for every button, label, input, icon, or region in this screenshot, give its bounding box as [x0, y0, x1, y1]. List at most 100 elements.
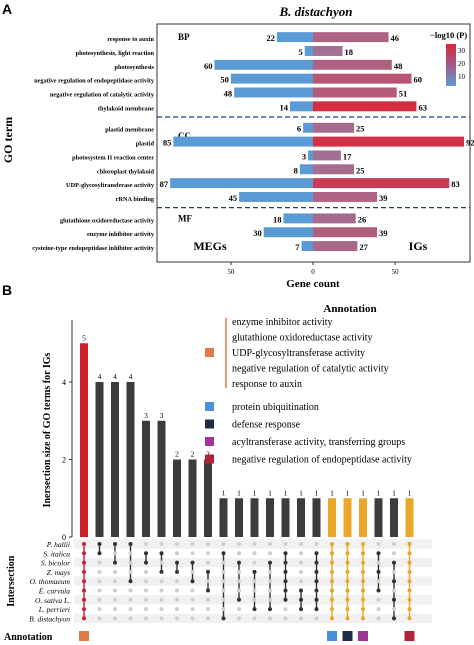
legend-title: Annotation — [323, 303, 376, 315]
data-label-igs: 17 — [343, 151, 352, 161]
group-label-megs: MEGs — [193, 239, 227, 253]
matrix-dot-inactive — [190, 588, 195, 593]
bar-value-label: 1 — [253, 488, 257, 497]
matrix-dot-inactive — [128, 588, 133, 593]
matrix-dot-active — [190, 560, 195, 565]
matrix-dot-inactive — [268, 542, 272, 546]
matrix-dot-inactive — [376, 607, 381, 612]
data-label-megs: 5 — [299, 47, 303, 57]
chart-a-legend: −log10 (P) 30 20 10 — [430, 30, 467, 86]
matrix-dot-inactive — [159, 579, 164, 584]
bar-igs — [313, 213, 356, 224]
data-label-megs: 30 — [253, 228, 262, 238]
matrix-dot-inactive — [237, 569, 241, 574]
matrix-dot-inactive — [221, 542, 226, 546]
intersection-bar — [235, 498, 243, 537]
matrix-dot-inactive — [252, 560, 257, 565]
matrix-dot-active — [283, 551, 288, 556]
matrix-dot-inactive — [268, 597, 272, 602]
matrix-dot-inactive — [128, 551, 133, 556]
matrix-dot-inactive — [221, 607, 226, 612]
matrix-dot-inactive — [268, 588, 272, 593]
data-label-igs: 39 — [379, 193, 388, 203]
matrix-dot-active — [237, 597, 241, 602]
matrix-dot-inactive — [392, 607, 396, 612]
x-tick-label: 50 — [227, 268, 235, 276]
bar-value-label: 1 — [330, 488, 334, 497]
matrix-dot-inactive — [299, 560, 303, 565]
data-label-igs: 48 — [394, 61, 403, 71]
matrix-dot-active — [252, 569, 257, 574]
matrix-dot-inactive — [268, 616, 272, 621]
category-label: enzyme inhibitor activity — [87, 231, 155, 238]
matrix-dot-inactive — [299, 542, 303, 546]
bar-megs — [304, 45, 313, 56]
matrix-dot-inactive — [97, 579, 102, 584]
bar-value-label: 4 — [98, 372, 102, 381]
matrix-dot-active — [206, 588, 210, 593]
matrix-dot-inactive — [206, 542, 210, 546]
bar-value-label: 2 — [206, 450, 210, 459]
matrix-dot-inactive — [237, 616, 241, 621]
matrix-dot-inactive — [175, 579, 179, 584]
data-label-megs: 60 — [204, 61, 213, 71]
bar-megs — [239, 191, 313, 202]
matrix-dot-inactive — [392, 569, 396, 574]
matrix-dot-inactive — [144, 616, 148, 621]
matrix-dot-inactive — [175, 542, 179, 546]
matrix-dot-active — [299, 597, 303, 602]
bar-igs — [313, 136, 465, 147]
matrix-dot-inactive — [299, 579, 303, 584]
data-label-megs: 85 — [163, 138, 172, 148]
matrix-dot-inactive — [252, 579, 257, 584]
matrix-dot-active — [361, 560, 365, 565]
matrix-dot-inactive — [190, 551, 195, 556]
bar-megs — [263, 227, 313, 238]
chart-b-legend: Annotation enzyme inhibitor activity gluta… — [205, 303, 412, 466]
matrix-dot-active — [221, 551, 226, 556]
data-label-igs: 27 — [359, 242, 368, 252]
matrix-dot-active — [330, 569, 334, 574]
category-label: thylakoid membrane — [98, 105, 154, 112]
matrix-dot-active — [159, 569, 164, 574]
legend-swatch — [205, 402, 214, 411]
bar-megs — [173, 136, 313, 147]
matrix-dot-inactive — [159, 607, 164, 612]
y-tick-label: 0 — [62, 533, 66, 542]
y-tick-label: 2 — [62, 456, 66, 465]
bar-value-label: 1 — [315, 488, 319, 497]
chart-a-axes: BP CC MF 50 0 50 Gene count MEGs IGs — [156, 23, 471, 290]
matrix-dot-inactive — [113, 551, 117, 556]
matrix-dot-active — [299, 607, 303, 612]
intersection-bar — [126, 382, 135, 537]
matrix-dot-active — [330, 616, 334, 621]
matrix-dot-active — [376, 569, 381, 574]
intersection-bar — [281, 498, 290, 537]
legend-label: glutathione oxidoreductase activity — [232, 333, 373, 344]
data-label-megs: 3 — [302, 151, 306, 161]
bar-value-label: 5 — [82, 333, 86, 342]
panel-b: B 0 2 4 Inersection size of GO terms for IG… — [2, 282, 432, 643]
bar-value-label: 1 — [392, 488, 396, 497]
legend-swatch — [205, 348, 214, 357]
matrix-dot-active — [314, 560, 319, 565]
panel-b-label: B — [2, 282, 12, 298]
matrix-dot-inactive — [392, 588, 396, 593]
bar-value-label: 1 — [377, 488, 381, 497]
data-label-igs: 26 — [358, 214, 367, 224]
matrix-dot-inactive — [206, 579, 210, 584]
matrix-dot-active — [82, 607, 86, 612]
matrix-dot-active — [345, 569, 350, 574]
matrix-dot-active — [221, 616, 226, 621]
bar-igs — [313, 164, 355, 175]
bar-value-label: 4 — [113, 372, 117, 381]
data-label-igs: 83 — [451, 179, 460, 189]
legend-swatch — [205, 419, 214, 429]
matrix-dot-inactive — [175, 597, 179, 602]
set-label: E. curvula — [38, 587, 70, 596]
bar-megs — [308, 150, 313, 161]
matrix-dot-active — [407, 588, 412, 593]
bar-igs — [313, 178, 450, 189]
matrix-dot-active — [345, 588, 350, 593]
matrix-dot-active — [361, 579, 365, 584]
